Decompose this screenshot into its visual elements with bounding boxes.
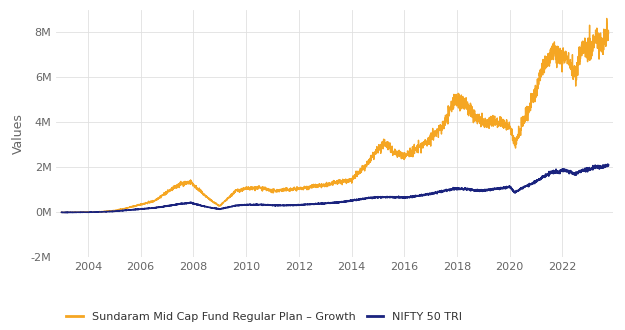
Legend: Sundaram Mid Cap Fund Regular Plan – Growth, NIFTY 50 TRI: Sundaram Mid Cap Fund Regular Plan – Gro… (62, 308, 467, 326)
Y-axis label: Values: Values (12, 113, 25, 154)
